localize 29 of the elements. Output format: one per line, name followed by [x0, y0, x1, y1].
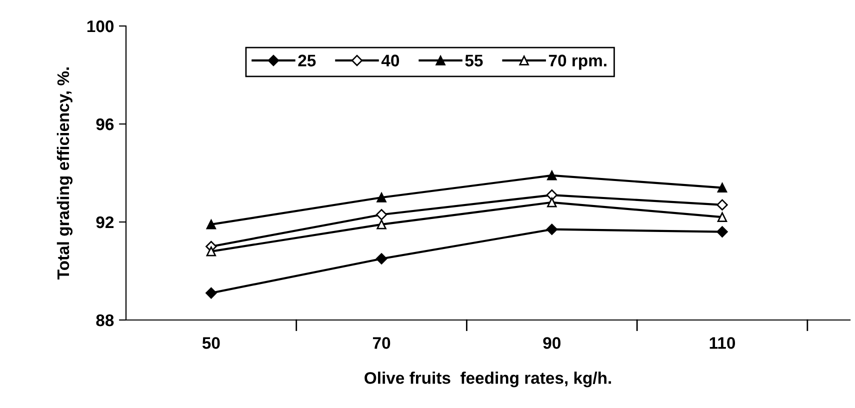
legend-label: 40: [381, 54, 400, 66]
point: [206, 220, 216, 230]
x-tick-label: 70: [372, 337, 390, 349]
point: [376, 253, 388, 264]
point: [206, 287, 217, 299]
y-tick-label: 92: [96, 216, 114, 228]
y-tick-label: 96: [96, 118, 114, 130]
point: [206, 246, 216, 256]
x-tick-label: 110: [710, 337, 735, 349]
y-axis-title: Total grading efficiency, %.: [56, 67, 72, 280]
point: [716, 226, 728, 238]
point: [376, 220, 386, 230]
point: [546, 189, 558, 201]
legend-label: 25: [298, 54, 316, 66]
point: [547, 198, 557, 208]
point: [376, 209, 388, 220]
y-tick-label: 88: [96, 314, 114, 326]
point: [546, 224, 558, 235]
legend-label: 70 rpm.: [548, 54, 606, 70]
legend-label: 55: [465, 54, 483, 66]
x-axis-title: Olive fruits feeding rates, kg/h.: [364, 372, 611, 388]
point: [376, 192, 386, 202]
x-tick-label: 90: [543, 337, 560, 349]
point: [716, 199, 728, 210]
y-tick-label: 100: [87, 20, 114, 32]
point: [717, 182, 728, 193]
x-tick-label: 50: [202, 337, 220, 349]
point: [547, 170, 557, 180]
point: [717, 212, 728, 222]
